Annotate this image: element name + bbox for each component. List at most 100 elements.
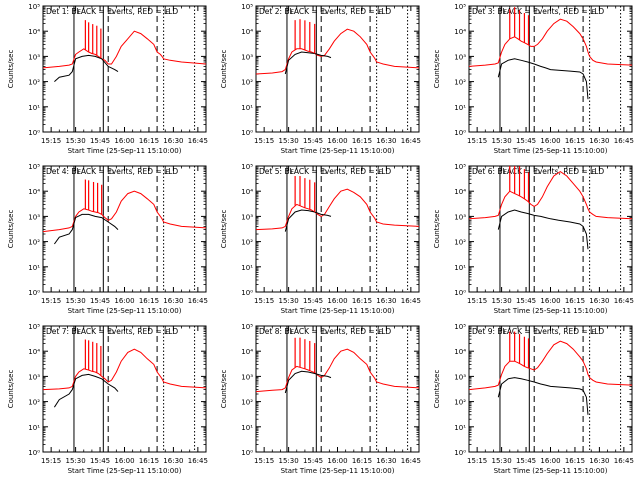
y-tick-label: 10¹ [28, 104, 40, 112]
time-marker-label: F [290, 8, 294, 16]
y-axis-label: Counts/sec [220, 370, 228, 409]
plot-frame [255, 165, 420, 293]
y-tick-label: 10⁴ [241, 188, 253, 196]
time-marker-label: F [290, 328, 294, 336]
y-tick-label: 10⁴ [241, 28, 253, 36]
time-marker-label: D [322, 328, 327, 336]
x-axis-label: Start Time (25-Sep-11 15:10:00) [68, 307, 182, 315]
x-axis-label: Start Time (25-Sep-11 15:10:00) [281, 307, 395, 315]
plot-frame [42, 165, 207, 293]
y-tick-label: 10⁰ [28, 289, 40, 297]
x-axis-label: Start Time (25-Sep-11 15:10:00) [494, 307, 608, 315]
y-tick-label: 10⁰ [241, 449, 253, 457]
x-tick-label: 15:15 [254, 137, 274, 145]
lld-series-line [469, 170, 632, 220]
x-axis-label: Start Time (25-Sep-11 15:10:00) [494, 147, 608, 155]
plot-frame [468, 165, 633, 293]
x-axis-label: Start Time (25-Sep-11 15:10:00) [68, 147, 182, 155]
panel-title: Det 4: BLACK = Events, RED = LLD [46, 167, 178, 176]
panel-title: Det 6: BLACK = Events, RED = LLD [472, 167, 604, 176]
y-tick-label: 10³ [454, 213, 466, 221]
y-tick-label: 10⁴ [28, 348, 40, 356]
y-tick-label: 10¹ [28, 424, 40, 432]
x-tick-label: 15:30 [279, 297, 299, 305]
x-tick-label: 15:15 [41, 137, 61, 145]
time-marker-label: E [591, 328, 595, 336]
x-tick-label: 16:00 [114, 137, 134, 145]
time-marker-label: E [591, 8, 595, 16]
x-tick-label: 16:15 [352, 297, 372, 305]
time-marker-label: D [535, 168, 540, 176]
plot-frame [42, 5, 207, 133]
x-tick-label: 16:00 [540, 297, 560, 305]
time-marker-label: E [378, 8, 382, 16]
y-tick-label: 10¹ [241, 264, 253, 272]
x-tick-label: 16:15 [352, 137, 372, 145]
time-marker-label: F [503, 8, 507, 16]
plot-frame [255, 325, 420, 453]
y-tick-label: 10⁴ [454, 28, 466, 36]
x-tick-label: 15:30 [492, 457, 512, 465]
lld-series-line [469, 340, 632, 391]
y-axis-label: Counts/sec [220, 50, 228, 89]
x-tick-label: 16:45 [188, 457, 208, 465]
x-tick-label: 15:15 [467, 137, 487, 145]
x-tick-label: 15:30 [492, 137, 512, 145]
y-tick-label: 10⁰ [28, 129, 40, 137]
chart-panel-4: 10⁰ 10¹ 10² 10³ 10⁴ 10⁵ 15:15 15:30 15:45 16:00 16… [7, 163, 208, 315]
y-tick-label: 10⁵ [28, 3, 40, 11]
x-tick-label: 15:30 [66, 457, 86, 465]
x-tick-label: 15:45 [90, 297, 110, 305]
y-tick-label: 10¹ [454, 424, 466, 432]
panel-title: Det 1: BLACK = Events, RED = LLD [46, 7, 178, 16]
y-tick-label: 10⁵ [241, 163, 253, 171]
x-tick-label: 15:30 [492, 297, 512, 305]
events-series-line [497, 58, 589, 100]
y-tick-label: 10⁵ [241, 3, 253, 11]
y-axis-label: Counts/sec [7, 370, 15, 409]
y-tick-label: 10⁰ [454, 129, 466, 137]
events-series-line [284, 51, 332, 75]
x-tick-label: 16:30 [589, 297, 609, 305]
plot-frame [468, 5, 633, 133]
y-axis-label: Counts/sec [220, 210, 228, 249]
y-tick-label: 10² [241, 79, 253, 87]
y-tick-label: 10⁰ [454, 289, 466, 297]
y-tick-label: 10² [454, 239, 466, 247]
y-tick-label: 10² [454, 399, 466, 407]
y-tick-label: 10⁴ [241, 348, 253, 356]
x-tick-label: 15:45 [516, 457, 536, 465]
chart-panel-6: 10⁰ 10¹ 10² 10³ 10⁴ 10⁵ 15:15 15:30 15:45 16:00 16… [433, 163, 634, 315]
time-marker-label: E [378, 328, 382, 336]
time-marker-label: D [535, 328, 540, 336]
x-tick-label: 16:15 [139, 457, 159, 465]
x-tick-label: 16:45 [401, 457, 421, 465]
y-axis-label: Counts/sec [7, 50, 15, 89]
time-marker-label: F [77, 328, 81, 336]
panel-title: Det 9: BLACK = Events, RED = LLD [472, 327, 604, 336]
events-series-line [497, 377, 589, 415]
x-axis-label: Start Time (25-Sep-11 15:10:00) [281, 467, 395, 475]
time-marker-label: F [77, 8, 81, 16]
y-tick-label: 10⁵ [454, 323, 466, 331]
y-axis-label: Counts/sec [7, 210, 15, 249]
x-tick-label: 16:30 [589, 457, 609, 465]
x-tick-label: 15:15 [467, 457, 487, 465]
x-tick-label: 15:45 [303, 457, 323, 465]
x-tick-label: 15:45 [516, 137, 536, 145]
x-tick-label: 15:15 [41, 297, 61, 305]
y-tick-label: 10⁰ [28, 449, 40, 457]
x-tick-label: 15:30 [279, 137, 299, 145]
x-tick-label: 16:30 [376, 457, 396, 465]
time-marker-label: F [290, 168, 294, 176]
x-tick-label: 15:30 [279, 457, 299, 465]
x-tick-label: 16:00 [327, 297, 347, 305]
x-tick-label: 15:30 [66, 297, 86, 305]
x-tick-label: 16:45 [401, 137, 421, 145]
x-tick-label: 15:15 [41, 457, 61, 465]
events-series-line [53, 213, 119, 245]
x-tick-label: 16:15 [565, 457, 585, 465]
